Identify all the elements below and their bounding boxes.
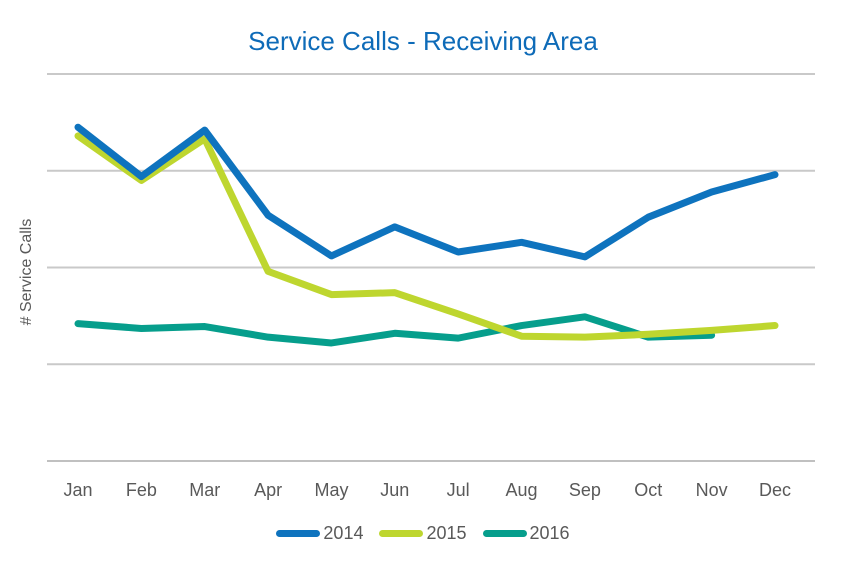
legend-item-2015: 2015 <box>379 523 467 544</box>
x-tick-label-feb: Feb <box>125 480 157 500</box>
y-axis-title: # Service Calls <box>18 218 35 326</box>
x-tick-label-jul: Jul <box>446 480 470 500</box>
series-line-2015 <box>74 132 779 341</box>
legend-item-2014: 2014 <box>276 523 363 544</box>
x-tick-label-aug: Aug <box>505 480 538 500</box>
series-line-2014 <box>74 123 779 261</box>
x-tick-label-mar: Mar <box>189 480 221 500</box>
x-tick-label-oct: Oct <box>634 480 663 500</box>
chart-legend: 2014 2015 2016 <box>0 523 846 544</box>
legend-label-2014: 2014 <box>323 523 364 543</box>
legend-swatch-2014 <box>276 530 321 537</box>
x-tick-label-sep: Sep <box>568 480 601 500</box>
x-tick-label-jun: Jun <box>380 480 410 500</box>
legend-swatch-2015 <box>379 530 424 537</box>
legend-swatch-2016 <box>482 530 527 537</box>
x-tick-label-dec: Dec <box>758 480 792 500</box>
x-tick-label-may: May <box>314 480 349 500</box>
x-tick-label-apr: Apr <box>254 480 283 500</box>
chart-title: Service Calls - Receiving Area <box>248 26 598 56</box>
series-line-2016 <box>74 313 716 347</box>
legend-label-2016: 2016 <box>529 523 570 543</box>
x-tick-label-jan: Jan <box>63 480 93 500</box>
legend-label-2015: 2015 <box>426 523 467 543</box>
x-tick-label-nov: Nov <box>695 480 728 500</box>
legend-item-2016: 2016 <box>482 523 570 544</box>
